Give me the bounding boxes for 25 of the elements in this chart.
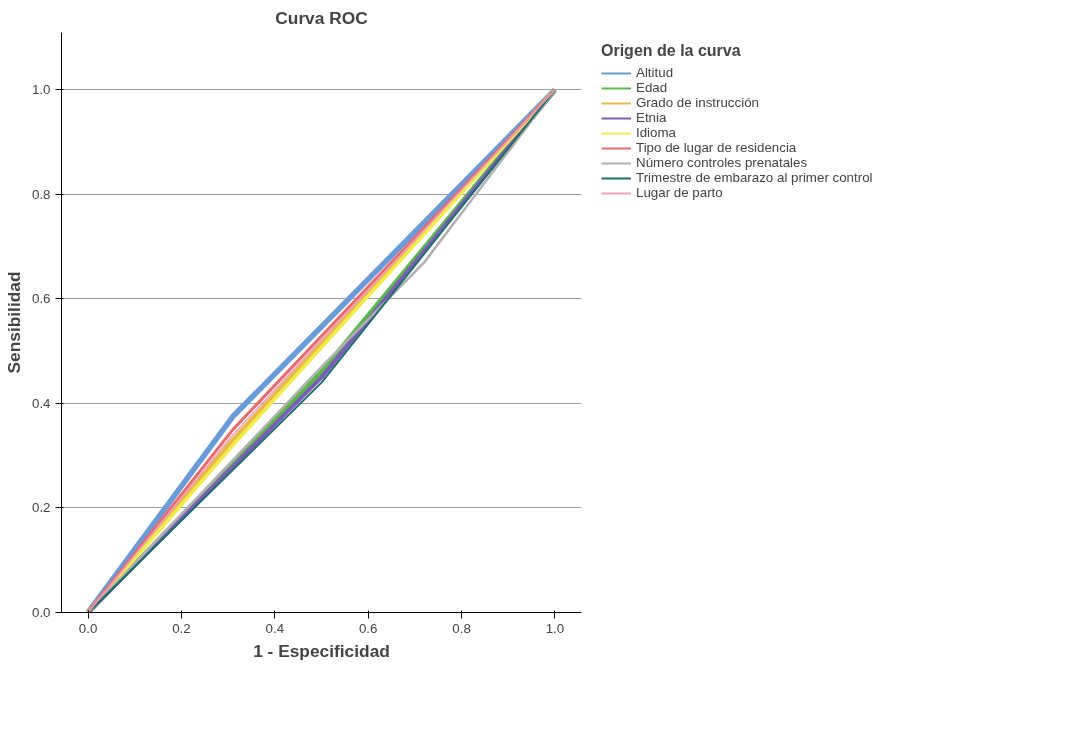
x-tick-label: 0.0 bbox=[78, 620, 98, 636]
chart-title: Curva ROC bbox=[275, 7, 369, 28]
legend-label: Altitud bbox=[636, 65, 674, 80]
x-tick-label: 0.6 bbox=[358, 620, 378, 636]
y-tick-label: 0.2 bbox=[31, 500, 51, 516]
x-tick-label: 0.4 bbox=[265, 620, 285, 636]
y-axis-title: Sensibilidad bbox=[3, 271, 24, 374]
x-tick-label: 1.0 bbox=[545, 620, 565, 636]
x-tick-label: 0.8 bbox=[452, 620, 471, 636]
legend-title: Origen de la curva bbox=[601, 42, 742, 60]
x-axis-title: 1 - Especificidad bbox=[253, 640, 390, 661]
legend-label: Número controles prenatales bbox=[636, 155, 808, 170]
y-tick-label: 1.0 bbox=[31, 82, 51, 98]
legend-label: Idioma bbox=[636, 125, 677, 140]
y-tick-label: 0.6 bbox=[31, 291, 51, 307]
legend-label: Etnia bbox=[636, 110, 667, 125]
y-tick-label: 0.4 bbox=[31, 395, 52, 411]
legend-label: Edad bbox=[636, 80, 668, 95]
x-tick-label: 0.2 bbox=[172, 620, 191, 636]
y-tick-label: 0.8 bbox=[31, 186, 51, 202]
legend-label: Grado de instrucción bbox=[636, 95, 759, 110]
legend-label: Lugar de parto bbox=[636, 185, 723, 200]
legend-label: Trimestre de embarazo al primer control bbox=[636, 170, 873, 185]
legend-label: Tipo de lugar de residencia bbox=[636, 140, 797, 155]
y-tick-label: 0.0 bbox=[31, 605, 51, 620]
